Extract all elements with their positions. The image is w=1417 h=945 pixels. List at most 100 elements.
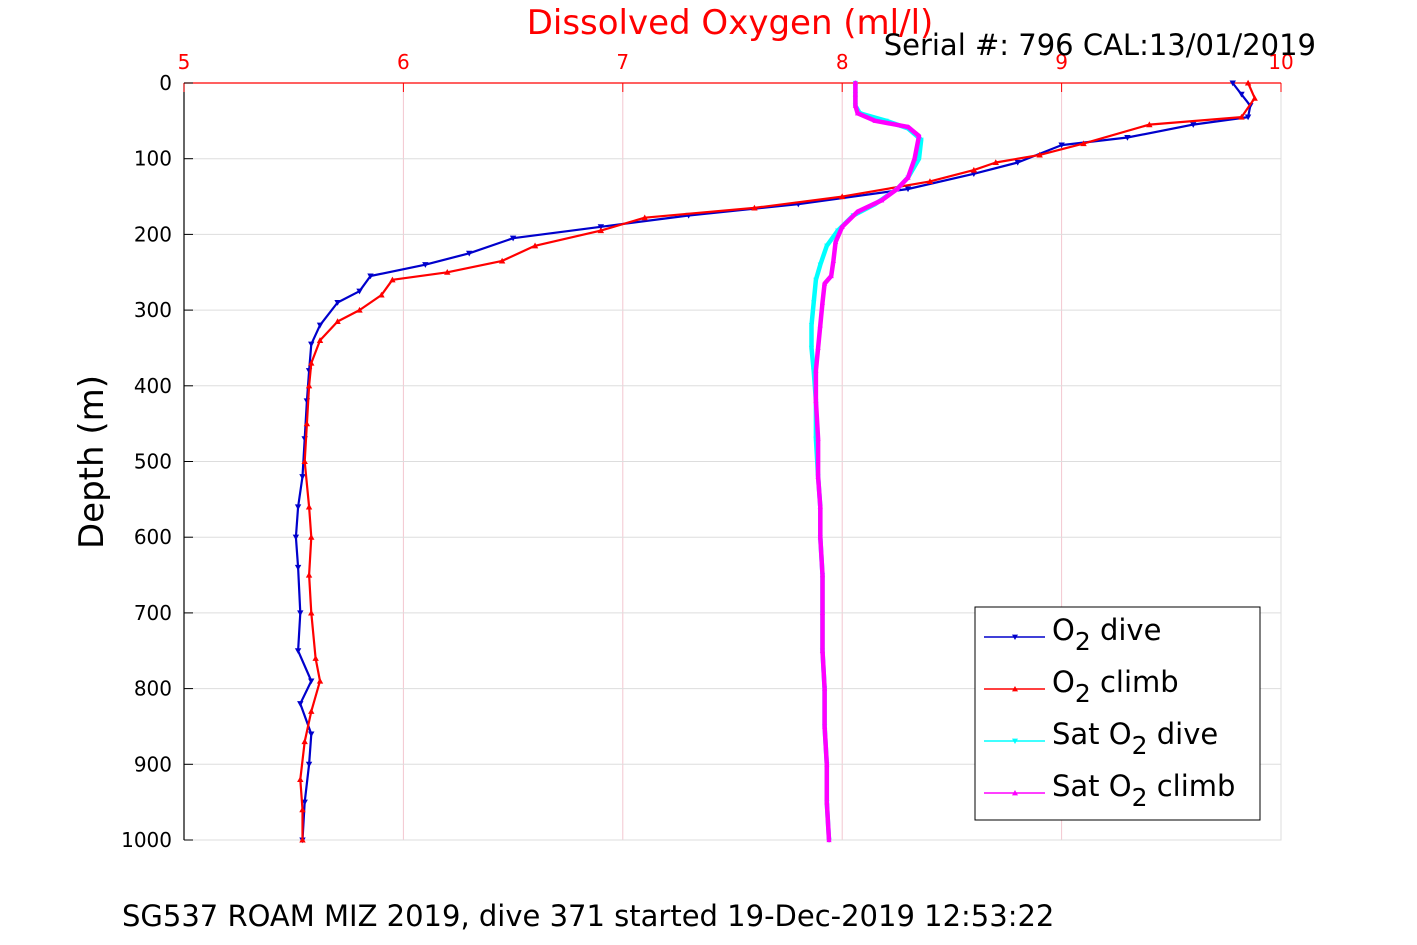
x-tick-label: 10 — [1268, 50, 1293, 74]
series-line — [294, 81, 1252, 842]
legend-swatch-marker — [1012, 686, 1018, 692]
data-point — [1124, 134, 1131, 141]
data-point — [894, 186, 900, 192]
y-tick-label: 200 — [134, 222, 172, 246]
data-point — [367, 273, 374, 280]
legend-label: O2 climb — [1052, 665, 1179, 708]
y-tick-label: 300 — [134, 298, 172, 322]
data-point — [1251, 94, 1258, 101]
data-point — [316, 322, 324, 329]
y-tick-label: 700 — [134, 601, 172, 625]
data-point — [294, 648, 302, 654]
data-point — [815, 436, 821, 441]
data-point — [852, 91, 858, 97]
legend-label-main: Sat O — [1052, 769, 1132, 803]
legend-label-rest: climb — [1091, 665, 1179, 699]
legend-label-subscript: 2 — [1132, 783, 1148, 812]
legend-label: Sat O2 dive — [1052, 717, 1218, 760]
serial-label: Serial #: 796 CAL:13/01/2019 — [884, 28, 1316, 62]
data-point — [904, 186, 912, 193]
data-point — [813, 368, 819, 373]
data-point — [444, 269, 451, 275]
data-point — [305, 761, 313, 768]
data-point — [815, 474, 821, 479]
data-point — [826, 837, 832, 843]
data-point — [819, 299, 826, 305]
data-point — [833, 239, 839, 245]
data-point — [356, 288, 363, 295]
data-point — [316, 337, 324, 343]
data-point — [905, 124, 911, 129]
data-point — [305, 382, 313, 389]
y-tick-label: 800 — [134, 677, 172, 701]
data-point — [970, 166, 978, 173]
data-point — [916, 156, 922, 162]
data-point — [294, 564, 302, 571]
x-tick-label: 9 — [1055, 50, 1068, 74]
x-tick-label: 6 — [397, 50, 410, 74]
data-point — [308, 534, 315, 540]
data-point — [308, 359, 315, 366]
data-point — [641, 214, 648, 221]
data-point — [824, 761, 830, 767]
data-point — [1014, 159, 1021, 166]
data-point — [817, 534, 823, 540]
legend-label-rest: dive — [1091, 613, 1162, 647]
data-point — [299, 474, 306, 480]
legend-label-rest: dive — [1148, 717, 1219, 751]
data-point — [822, 723, 828, 729]
data-point — [905, 175, 911, 180]
data-point — [308, 609, 315, 616]
data-point — [303, 420, 311, 427]
data-point — [1080, 140, 1087, 147]
data-point — [305, 503, 313, 510]
data-point — [312, 655, 319, 661]
data-point — [916, 133, 922, 139]
y-tick-label: 900 — [134, 752, 172, 776]
data-point — [1244, 114, 1252, 121]
y-tick-label: 100 — [134, 147, 172, 171]
data-point — [294, 504, 302, 511]
legend-label-main: O — [1052, 613, 1075, 647]
data-point — [813, 277, 819, 283]
data-point — [811, 300, 817, 306]
y-tick-label: 400 — [134, 374, 172, 398]
data-point — [926, 178, 934, 184]
data-point — [292, 534, 300, 541]
footer-caption: SG537 ROAM MIZ 2019, dive 371 started 19… — [122, 899, 1054, 933]
data-point — [872, 118, 878, 123]
data-point — [301, 799, 308, 806]
legend-swatch-marker — [1012, 634, 1018, 640]
data-point — [813, 398, 819, 404]
data-point — [817, 322, 823, 328]
series-line — [813, 80, 922, 843]
series-layer — [292, 79, 1258, 844]
grid-lines — [183, 82, 1282, 841]
legend-label: O2 dive — [1052, 613, 1161, 656]
data-point — [356, 306, 363, 313]
data-point — [531, 242, 539, 249]
data-point — [308, 731, 315, 738]
data-point — [316, 677, 324, 684]
x-tick-label: 7 — [616, 50, 629, 74]
legend-box — [974, 606, 1261, 821]
data-point — [308, 708, 315, 714]
data-point — [301, 738, 308, 745]
data-point — [854, 110, 861, 116]
data-point — [597, 224, 605, 231]
data-point — [992, 159, 999, 166]
data-point — [817, 262, 823, 268]
legend-label-rest: climb — [1148, 769, 1236, 803]
data-point — [1238, 91, 1245, 98]
y-axis-label: Depth (m) — [72, 375, 112, 549]
data-point — [297, 776, 304, 782]
x-tick-label: 8 — [836, 50, 849, 74]
data-point — [1036, 151, 1043, 158]
legend-label-subscript: 2 — [1075, 679, 1091, 708]
data-point — [308, 341, 315, 348]
data-point — [824, 799, 830, 805]
data-point — [1146, 121, 1153, 128]
series-o2-climb — [297, 79, 1258, 843]
